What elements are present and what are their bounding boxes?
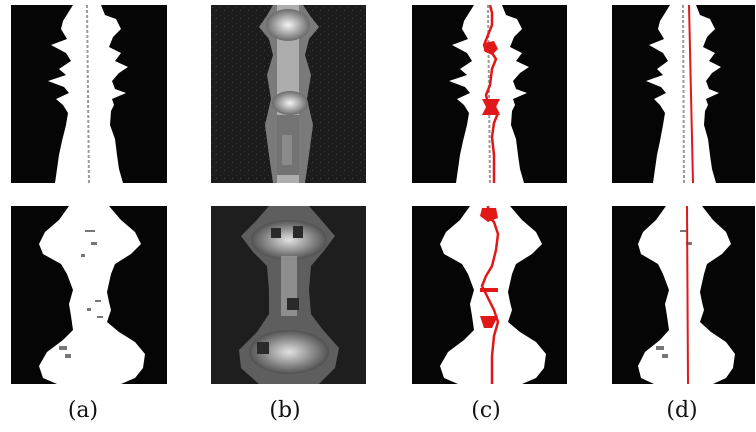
panel-b-bottom [211,206,366,384]
segmentation-with-centerline-d-top [612,5,755,183]
panel-d-top [612,5,755,183]
panel-c-top [412,5,567,183]
caption-c: (c) [471,398,501,423]
segmentation-with-path-c-top [412,5,567,183]
segmentation-with-path-c-bottom [412,206,567,384]
panel-d-bottom [612,206,755,384]
caption-a: (a) [67,398,99,423]
segmentation-mask-a-top [11,5,167,183]
distance-map-b-top [211,5,366,183]
panel-c-bottom [412,206,567,384]
caption-d: (d) [666,398,698,423]
panel-b-top [211,5,366,183]
segmentation-mask-a-bottom [11,206,167,384]
segmentation-with-centerline-d-bottom [612,206,755,384]
panel-a-bottom [11,206,167,384]
caption-b: (b) [269,398,301,423]
panel-a-top [11,5,167,183]
distance-map-b-bottom [211,206,366,384]
